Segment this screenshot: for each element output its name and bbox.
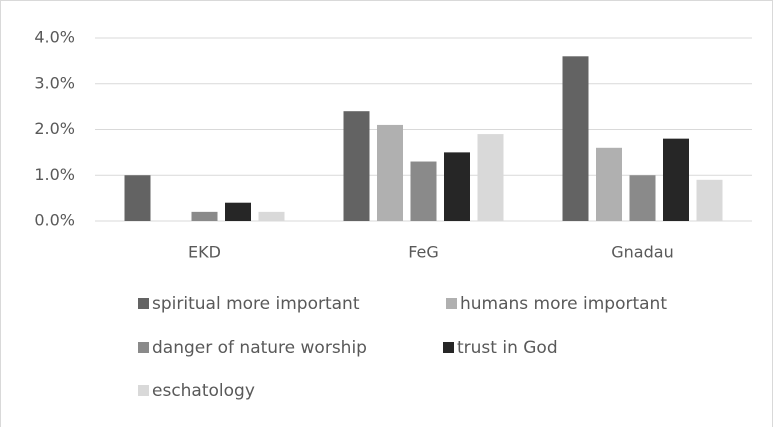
legend-label: eschatology bbox=[152, 381, 255, 401]
y-tick-label: 2.0% bbox=[34, 119, 75, 138]
legend-label: trust in God bbox=[457, 338, 558, 358]
legend-swatch bbox=[443, 342, 454, 353]
bar bbox=[191, 211, 218, 221]
y-tick-label: 4.0% bbox=[34, 28, 75, 47]
x-tick-label: EKD bbox=[188, 243, 221, 262]
bar bbox=[663, 138, 689, 221]
legend-label: danger of nature worship bbox=[152, 338, 367, 358]
y-tick-label: 3.0% bbox=[34, 73, 75, 92]
bar bbox=[596, 147, 622, 221]
y-tick-label: 1.0% bbox=[34, 165, 75, 184]
legend-label: spiritual more important bbox=[152, 294, 360, 314]
legend-swatch bbox=[138, 342, 149, 353]
legend-label: humans more important bbox=[460, 294, 667, 314]
legend-swatch bbox=[446, 298, 457, 309]
bar bbox=[377, 124, 403, 221]
bar bbox=[696, 179, 723, 221]
bar bbox=[343, 111, 370, 221]
bar bbox=[225, 202, 251, 221]
bar bbox=[410, 161, 437, 221]
bar bbox=[562, 56, 589, 221]
legend-swatch bbox=[138, 385, 149, 396]
bar bbox=[477, 134, 504, 221]
y-tick-label: 0.0% bbox=[34, 211, 75, 230]
bar bbox=[444, 152, 470, 221]
x-tick-label: Gnadau bbox=[611, 243, 673, 262]
bar bbox=[124, 175, 151, 221]
legend-swatch bbox=[138, 298, 149, 309]
bar bbox=[629, 175, 656, 221]
bar bbox=[258, 211, 285, 221]
x-tick-label: FeG bbox=[408, 243, 439, 262]
